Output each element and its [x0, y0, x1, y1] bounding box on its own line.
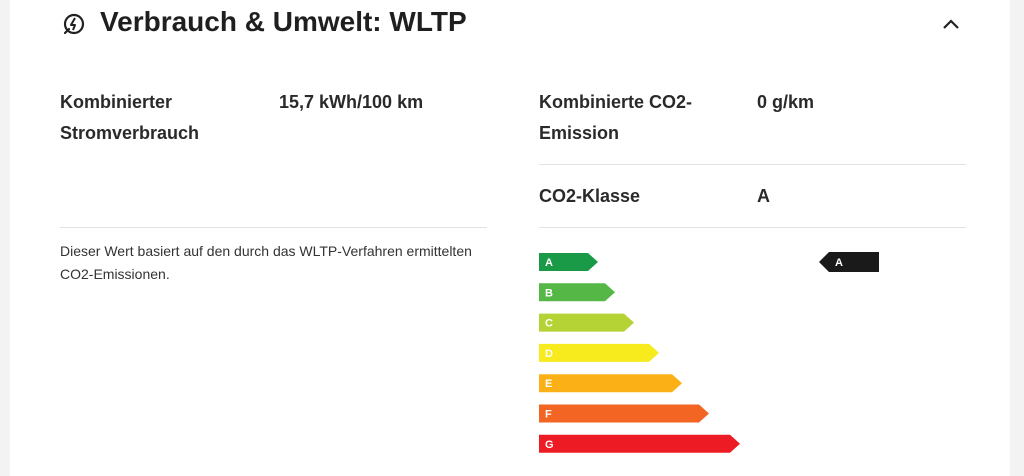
spec-value: 15,7 kWh/100 km [279, 92, 424, 112]
divider [60, 227, 487, 228]
eco-icon [63, 13, 85, 35]
efficiency-class: F [545, 409, 552, 421]
efficiency-bar [539, 313, 634, 332]
section-title: Verbrauch & Umwelt: WLTP [100, 6, 467, 37]
efficiency-class: C [545, 318, 553, 330]
note: Dieser Wert basiert auf den durch das WL… [60, 243, 472, 282]
efficiency-bar [539, 253, 598, 271]
divider [539, 164, 966, 165]
efficiency-class: G [545, 439, 554, 451]
spec-value: 0 g/km [757, 92, 815, 112]
card [10, 0, 1010, 476]
spec-label: Kombinierte CO2-Emission [539, 92, 693, 143]
efficiency-bar [539, 283, 615, 302]
efficiency-bar [539, 404, 709, 423]
efficiency-class: D [545, 348, 553, 360]
efficiency-bar [539, 374, 682, 393]
efficiency-label: A A B C D E F G [539, 252, 879, 453]
spec-label: Kombinierter Stromverbrauch [60, 92, 200, 143]
spec-value: A [757, 186, 770, 206]
divider [539, 227, 966, 228]
efficiency-class: E [545, 378, 552, 390]
efficiency-bar [539, 343, 659, 362]
collapse-chevron[interactable] [940, 14, 962, 34]
efficiency-class: B [545, 287, 553, 299]
spec-label: CO2-Klasse [539, 186, 641, 206]
efficiency-bar [539, 434, 740, 453]
efficiency-class: A [545, 257, 553, 269]
current-class-marker [819, 252, 879, 272]
current-class: A [835, 257, 843, 269]
